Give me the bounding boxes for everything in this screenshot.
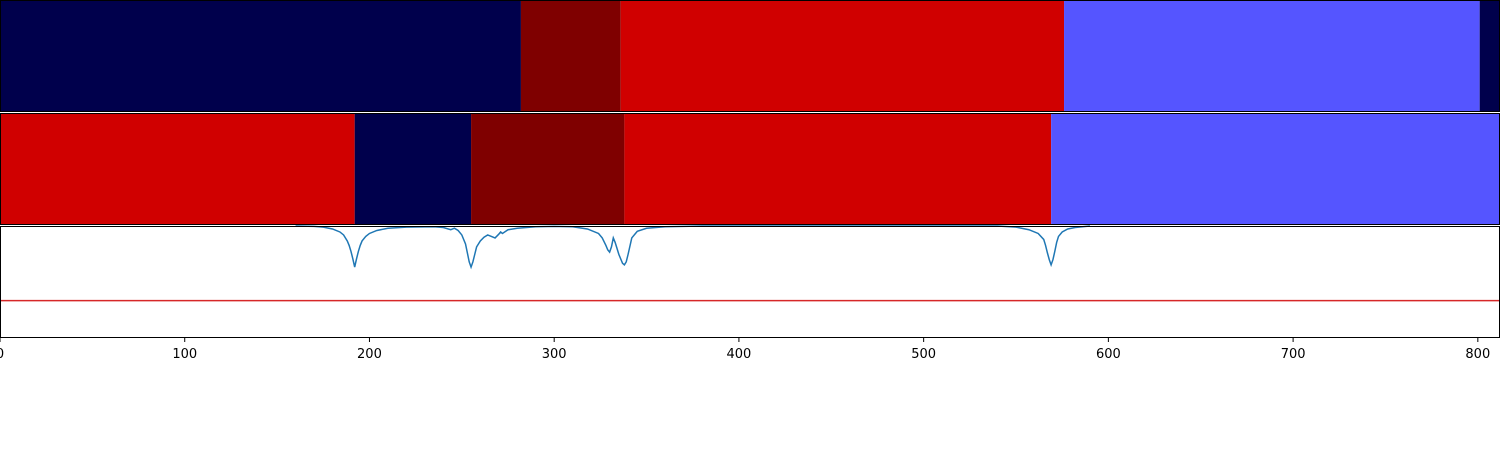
x-tick-label: 0 [0, 347, 4, 362]
x-axis: 0 100 200 300 400 500 600 700 800 [0, 338, 1490, 362]
segment-bar [621, 0, 1064, 112]
segmentation-track-bottom [0, 113, 1500, 225]
x-tick-label: 800 [1465, 347, 1490, 362]
x-tick-label: 700 [1281, 347, 1306, 362]
signal-panel [0, 226, 1500, 338]
signal-panel-background [0, 226, 1500, 338]
segment-bar [1480, 0, 1500, 112]
x-tick-label: 200 [357, 347, 382, 362]
segment-bar [0, 0, 521, 112]
segment-bar [624, 113, 1051, 225]
x-tick-label: 300 [542, 347, 567, 362]
x-tick-label: 400 [727, 347, 752, 362]
segment-bar [0, 113, 355, 225]
segment-bar [355, 113, 471, 225]
segment-bar [1051, 113, 1500, 225]
segment-bar [471, 113, 624, 225]
segmentation-track-top [0, 0, 1500, 112]
x-tick-label: 100 [172, 347, 197, 362]
segment-bar [1064, 0, 1480, 112]
x-tick-label: 500 [911, 347, 936, 362]
x-tick-label: 600 [1096, 347, 1121, 362]
segment-bar [521, 0, 621, 112]
